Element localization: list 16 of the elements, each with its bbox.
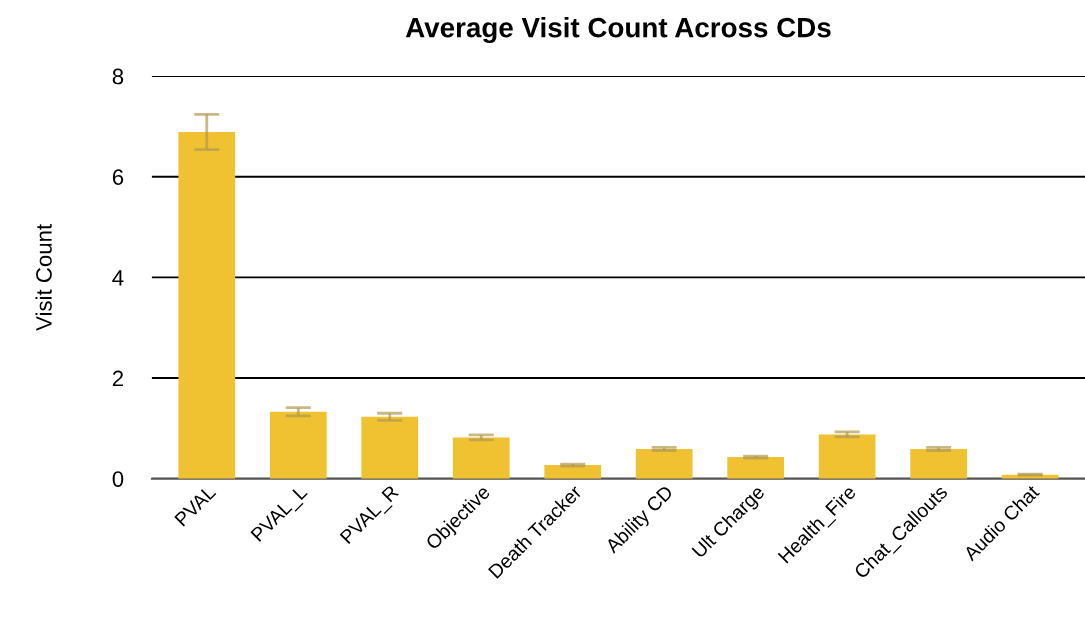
bar <box>269 411 327 479</box>
bar <box>178 131 236 479</box>
bar <box>544 465 602 479</box>
bar <box>361 416 419 479</box>
chart-title: Average Visit Count Across CDs <box>405 17 831 44</box>
y-tick-label: 6 <box>112 169 124 185</box>
y-tick-label: 8 <box>112 68 124 85</box>
y-tick-label: 4 <box>112 270 124 286</box>
bar <box>818 434 876 479</box>
bar <box>727 457 785 479</box>
bar <box>910 448 967 479</box>
bar <box>635 448 693 479</box>
bar <box>452 437 510 479</box>
y-tick-label: 2 <box>112 370 124 387</box>
y-tick-label: 0 <box>112 471 124 487</box>
y-axis-title: Visit Count <box>35 224 52 331</box>
